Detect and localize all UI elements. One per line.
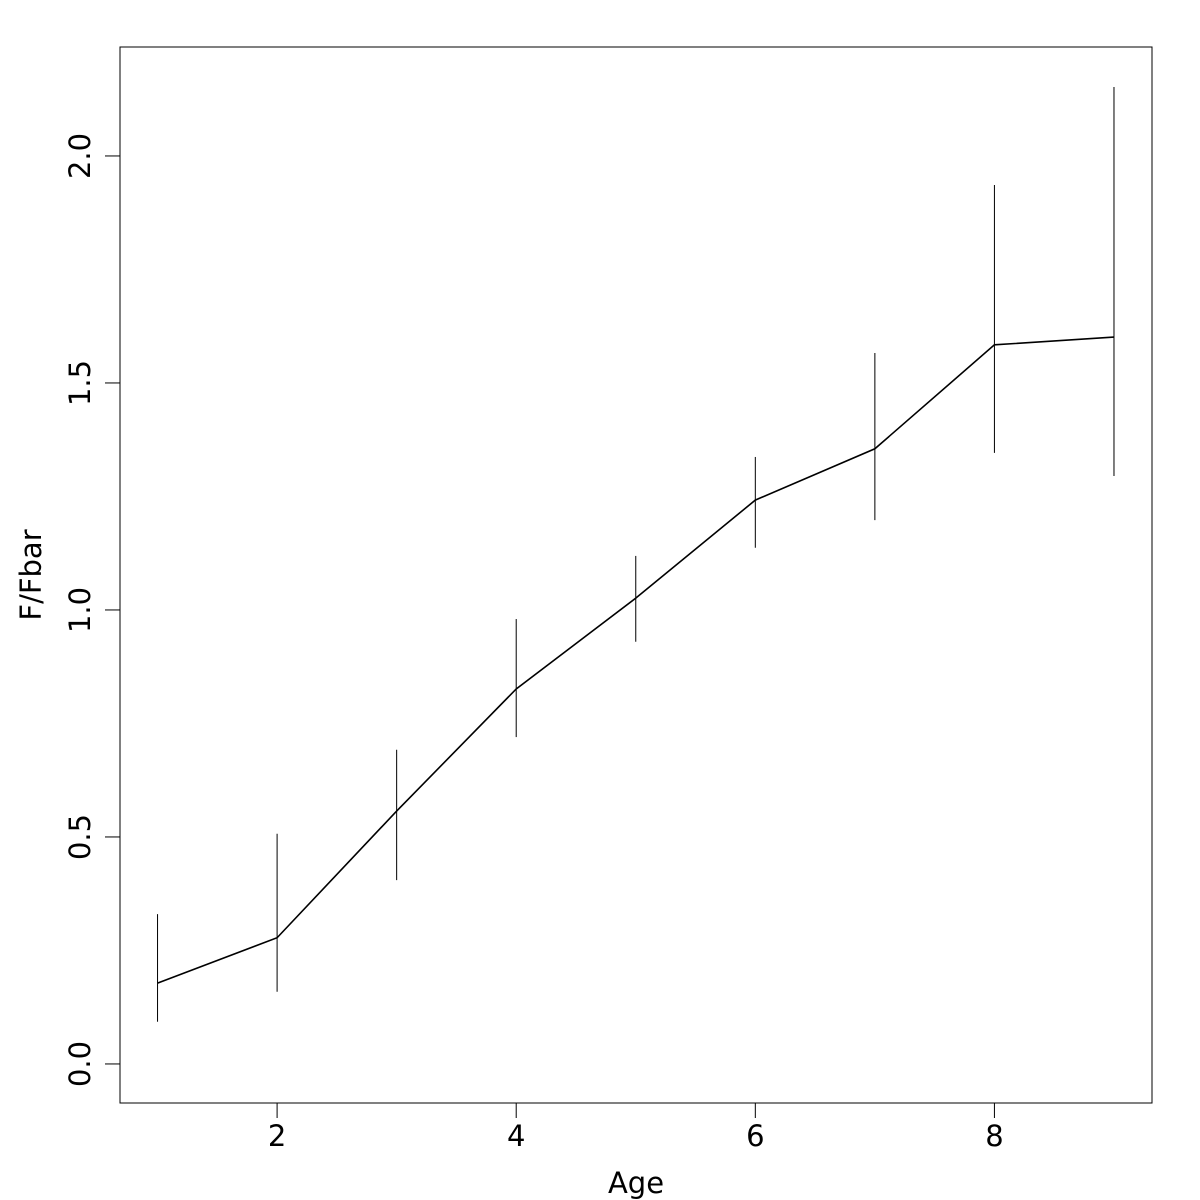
x-tick-label: 8 xyxy=(985,1119,1003,1153)
y-tick-label: 0.5 xyxy=(63,814,97,860)
y-tick-label: 1.0 xyxy=(63,587,97,633)
y-tick-label: 0.0 xyxy=(63,1041,97,1087)
x-tick-label: 6 xyxy=(746,1119,764,1153)
x-axis-label: Age xyxy=(608,1166,664,1200)
y-tick-label: 2.0 xyxy=(63,133,97,179)
y-tick-label: 1.5 xyxy=(63,360,97,406)
x-tick-label: 2 xyxy=(268,1119,286,1153)
y-axis-label: F/Fbar xyxy=(14,529,48,620)
data-line xyxy=(157,336,1115,984)
x-tick-label: 4 xyxy=(507,1119,525,1153)
